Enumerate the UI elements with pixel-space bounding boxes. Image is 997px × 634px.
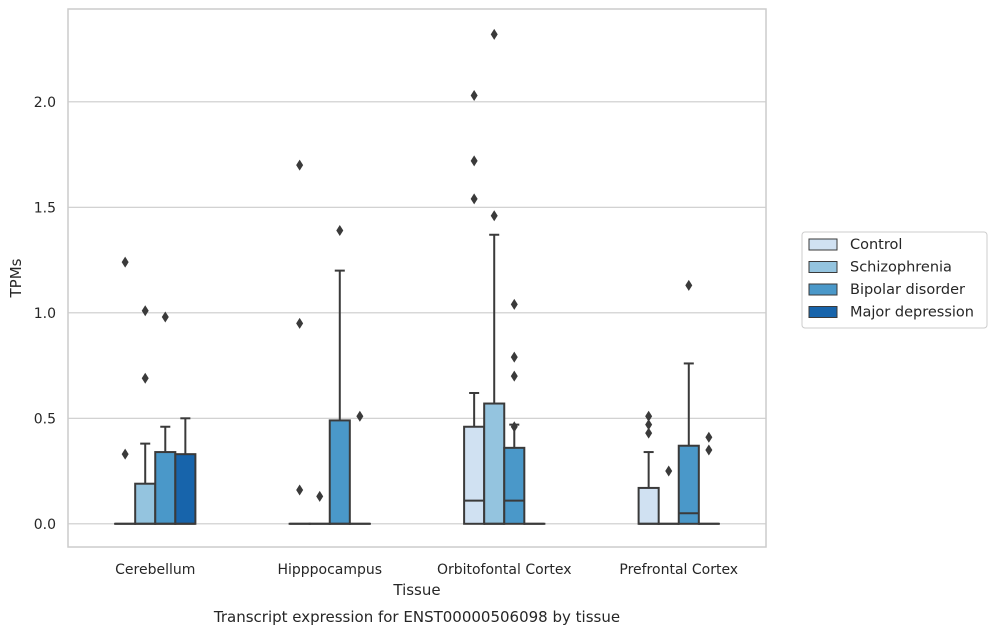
box-group [657,465,680,525]
box-group [503,298,526,525]
x-tick-label: Hipppocampus [277,562,382,578]
legend-label: Major depression [850,305,974,321]
outlier-point [141,305,149,317]
box-group [114,256,137,525]
boxes-layer [114,28,720,525]
outlier-point [356,410,364,422]
y-tick-label: 1.0 [34,306,56,322]
outlier-point [705,444,713,456]
outlier-point [510,298,518,310]
outlier-point [296,484,304,496]
outlier-point [645,410,653,422]
legend-items: Control Schizophrenia Bipolar disorder Majo… [808,237,974,321]
legend-frame [801,231,988,329]
box-body [174,453,197,525]
legend: Control Schizophrenia Bipolar disorder Majo… [801,231,988,329]
y-axis-label: TPMs [7,258,25,298]
box-group [637,410,660,525]
y-tick-label: 1.5 [34,200,56,216]
legend-label: Control [850,237,902,253]
legend-swatch [808,306,838,318]
box-body [134,482,157,525]
outlier-point [316,490,324,502]
outlier-point [296,317,304,329]
box-group [463,90,486,525]
legend-label: Schizophrenia [850,260,952,276]
legend-label: Bipolar disorder [850,282,965,298]
outlier-point [121,256,129,268]
x-axis-ticks: Cerebellum Hipppocampus Orbitofontal Corte… [115,562,738,578]
outlier-point [685,279,693,291]
box-body [637,486,660,525]
x-axis-label: Tissue [392,581,440,599]
outlier-point [510,370,518,382]
y-tick-label: 2.0 [34,95,56,111]
box-group [483,28,506,525]
y-axis-ticks: 0.0 0.5 1.0 1.5 2.0 [34,95,56,533]
plot-area-frame [67,8,767,548]
outlier-point [336,225,344,237]
box-group [308,490,331,525]
outlier-point [490,210,498,222]
outlier-point [141,372,149,384]
box-group [697,431,720,525]
outlier-point [705,431,713,443]
outlier-point [490,28,498,40]
outlier-point [161,311,169,323]
outlier-point [470,193,478,205]
box-body [328,419,351,525]
box-group [288,159,311,525]
box-body [154,451,177,525]
outlier-point [470,90,478,102]
outlier-point [510,421,518,433]
outlier-point [665,465,673,477]
y-tick-label: 0.0 [34,517,56,533]
outlier-point [645,427,653,439]
box-group [174,417,197,525]
chart-caption: Transcript expression for ENST0000050609… [213,608,620,626]
box-group [134,305,157,525]
legend-swatch [808,283,838,296]
x-tick-label: Prefrontal Cortex [619,562,738,578]
outlier-point [645,419,653,431]
box-body [503,446,526,525]
box-body [463,425,486,525]
legend-swatch [808,261,838,273]
box-group [154,311,177,525]
outlier-point [470,155,478,167]
box-group [328,225,351,525]
box-group [677,279,700,525]
outlier-point [296,159,304,171]
box-body [483,402,506,525]
y-tick-label: 0.5 [34,411,56,427]
x-tick-label: Orbitofontal Cortex [437,562,572,578]
legend-swatch [808,238,838,251]
box-group [348,410,371,525]
outlier-point [510,351,518,363]
box-body [677,444,700,525]
outlier-point [121,448,129,460]
x-tick-label: Cerebellum [115,562,195,578]
